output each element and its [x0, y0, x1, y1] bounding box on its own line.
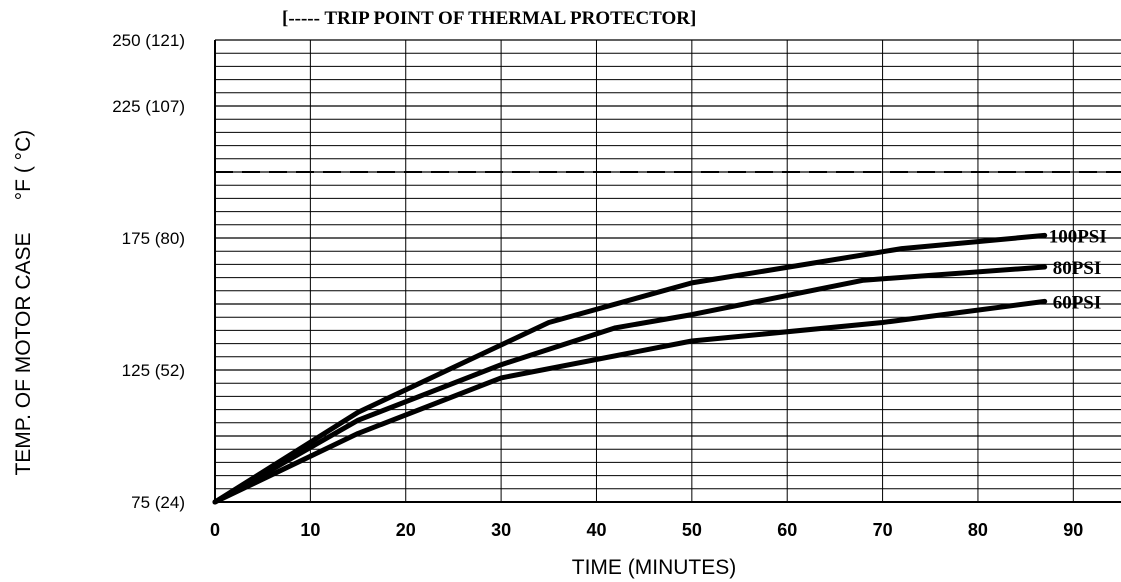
y-tick-label: 175 (80): [122, 229, 185, 248]
x-tick-label: 90: [1063, 520, 1083, 540]
y-tick-labels: 250 (121) 225 (107) 175 (80) 125 (52) 75 (24…: [112, 31, 185, 512]
y-axis-unit: °F ( °C): [12, 130, 35, 200]
x-tick-label: 0: [210, 520, 220, 540]
y-tick-label: 250 (121): [112, 31, 185, 50]
x-tick-label: 30: [491, 520, 511, 540]
x-tick-label: 20: [396, 520, 416, 540]
x-tick-label: 80: [968, 520, 988, 540]
y-tick-label: 225 (107): [112, 97, 185, 116]
series-line-100psi: [212, 232, 1048, 505]
series-labels: 100PSI 80PSI 60PSI: [1049, 226, 1107, 313]
series-label-60psi: 60PSI: [1053, 292, 1102, 313]
y-axis-title: TEMP. OF MOTOR CASE: [12, 232, 35, 475]
y-tick-label: 75 (24): [131, 493, 185, 512]
x-tick-label: 10: [300, 520, 320, 540]
y-tick-label: 125 (52): [122, 361, 185, 380]
x-tick-label: 70: [873, 520, 893, 540]
series-line-80psi: [212, 264, 1048, 505]
x-tick-label: 50: [682, 520, 702, 540]
chart-title: [----- TRIP POINT OF THERMAL PROTECTOR]: [282, 8, 696, 29]
major-gridlines: [214, 39, 1121, 503]
x-tick-labels: 0 10 20 30 40 50 60 70 80 90: [210, 520, 1083, 540]
x-axis-title: TIME (MINUTES): [572, 556, 736, 579]
x-tick-label: 40: [586, 520, 606, 540]
series-group: [212, 232, 1048, 505]
series-line-60psi: [212, 298, 1048, 505]
x-tick-label: 60: [777, 520, 797, 540]
series-label-80psi: 80PSI: [1053, 258, 1102, 279]
series-label-100psi: 100PSI: [1049, 226, 1107, 247]
